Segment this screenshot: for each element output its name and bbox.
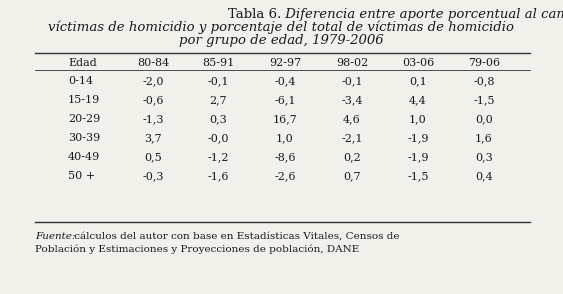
Text: 03-06: 03-06 — [402, 58, 434, 68]
Text: -1,9: -1,9 — [407, 152, 429, 162]
Text: 98-02: 98-02 — [336, 58, 368, 68]
Text: 1,0: 1,0 — [276, 133, 294, 143]
Text: 1,6: 1,6 — [475, 133, 493, 143]
Text: 4,6: 4,6 — [343, 114, 361, 124]
Text: -0,8: -0,8 — [473, 76, 495, 86]
Text: -3,4: -3,4 — [341, 95, 363, 105]
Text: 0,7: 0,7 — [343, 171, 361, 181]
Text: cálculos del autor con base en Estadísticas Vitales, Censos de: cálculos del autor con base en Estadísti… — [71, 232, 400, 241]
Text: -2,1: -2,1 — [341, 133, 363, 143]
Text: -0,3: -0,3 — [142, 171, 164, 181]
Text: -2,6: -2,6 — [274, 171, 296, 181]
Text: 20-29: 20-29 — [68, 114, 100, 124]
Text: -6,1: -6,1 — [274, 95, 296, 105]
Text: 30-39: 30-39 — [68, 133, 100, 143]
Text: -1,9: -1,9 — [407, 133, 429, 143]
Text: -1,5: -1,5 — [407, 171, 429, 181]
Text: 2,7: 2,7 — [209, 95, 227, 105]
Text: 0,3: 0,3 — [209, 114, 227, 124]
Text: Diferencia entre aporte porcentual al cambio en el total de: Diferencia entre aporte porcentual al ca… — [281, 8, 563, 21]
Text: 0,0: 0,0 — [475, 114, 493, 124]
Text: 3,7: 3,7 — [144, 133, 162, 143]
Text: -2,0: -2,0 — [142, 76, 164, 86]
Text: -1,6: -1,6 — [207, 171, 229, 181]
Text: 1,0: 1,0 — [409, 114, 427, 124]
Text: 16,7: 16,7 — [272, 114, 297, 124]
Text: Tabla 6.: Tabla 6. — [227, 8, 281, 21]
Text: 80-84: 80-84 — [137, 58, 169, 68]
Text: 50 +: 50 + — [68, 171, 95, 181]
Text: -1,3: -1,3 — [142, 114, 164, 124]
Text: 92-97: 92-97 — [269, 58, 301, 68]
Text: 0,5: 0,5 — [144, 152, 162, 162]
Text: por grupo de edad, 1979-2006: por grupo de edad, 1979-2006 — [178, 34, 383, 47]
Text: 0,2: 0,2 — [343, 152, 361, 162]
Text: -1,2: -1,2 — [207, 152, 229, 162]
Text: Fuente:: Fuente: — [35, 232, 75, 241]
Text: 15-19: 15-19 — [68, 95, 100, 105]
Text: 0,3: 0,3 — [475, 152, 493, 162]
Text: -0,1: -0,1 — [207, 76, 229, 86]
Text: 0,1: 0,1 — [409, 76, 427, 86]
Text: 0,4: 0,4 — [475, 171, 493, 181]
Text: Población y Estimaciones y Proyecciones de población, DANE: Población y Estimaciones y Proyecciones … — [35, 244, 359, 253]
Text: 85-91: 85-91 — [202, 58, 234, 68]
Text: víctimas de homicidio y porcentaje del total de víctimas de homicidio: víctimas de homicidio y porcentaje del t… — [48, 21, 514, 34]
Text: Edad: Edad — [68, 58, 97, 68]
Text: 40-49: 40-49 — [68, 152, 100, 162]
Text: 0-14: 0-14 — [68, 76, 93, 86]
Text: -0,1: -0,1 — [341, 76, 363, 86]
Text: 4,4: 4,4 — [409, 95, 427, 105]
Text: -0,4: -0,4 — [274, 76, 296, 86]
Text: -0,6: -0,6 — [142, 95, 164, 105]
Text: -0,0: -0,0 — [207, 133, 229, 143]
Text: 79-06: 79-06 — [468, 58, 500, 68]
Text: -1,5: -1,5 — [473, 95, 495, 105]
Text: -8,6: -8,6 — [274, 152, 296, 162]
